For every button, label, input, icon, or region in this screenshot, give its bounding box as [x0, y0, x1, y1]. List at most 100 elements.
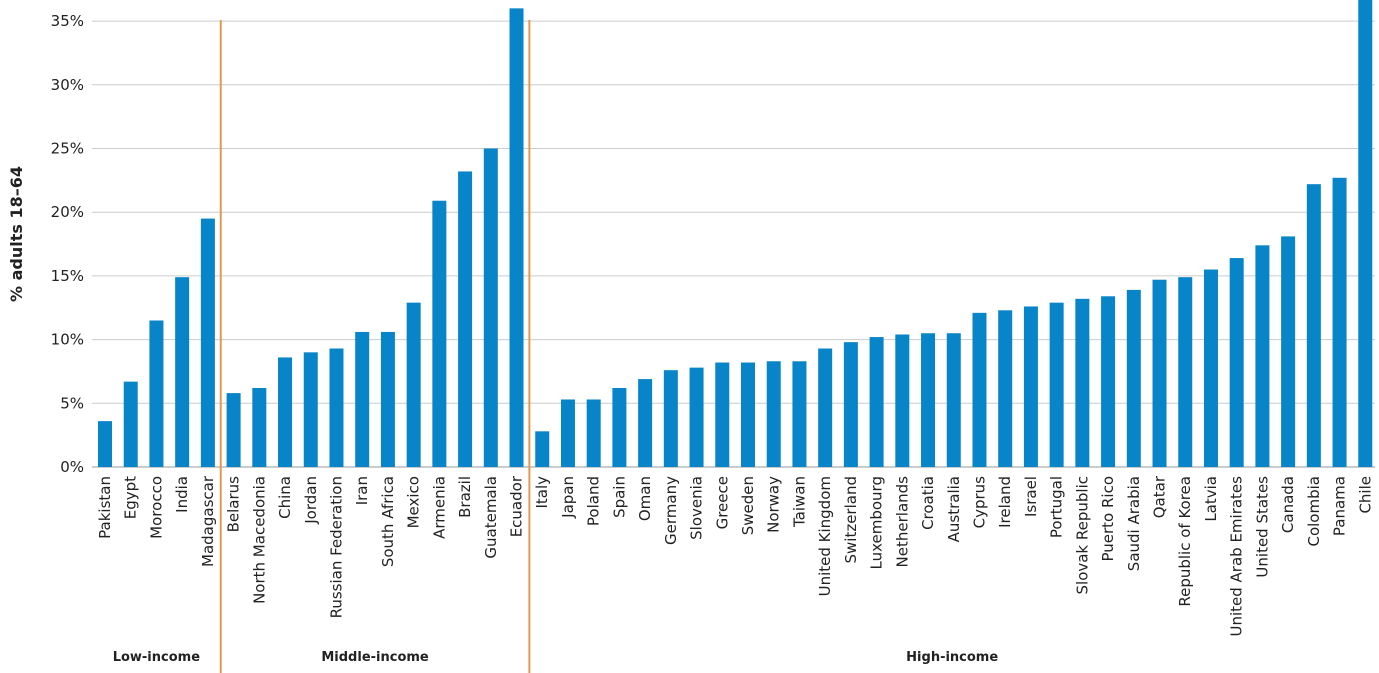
bar: [741, 362, 755, 467]
y-axis-title: % adults 18–64: [7, 166, 26, 302]
bar: [612, 388, 627, 467]
bar: [560, 399, 575, 467]
x-tick-label: Taiwan: [790, 476, 808, 528]
group-label: Middle-income: [321, 650, 429, 665]
x-tick-label: Latvia: [1202, 476, 1220, 522]
x-tick-label: Australia: [945, 476, 963, 542]
bar: [663, 370, 678, 467]
bar: [1255, 245, 1270, 467]
x-tick-label: Croatia: [919, 476, 937, 530]
bar: [355, 331, 370, 467]
x-tick-label: United States: [1253, 476, 1271, 578]
x-tick-label: Japan: [559, 476, 577, 519]
group-dividers: [219, 20, 531, 673]
x-tick-label: Slovak Republic: [1073, 476, 1091, 595]
bar: [1203, 269, 1218, 467]
x-tick-label: Greece: [713, 476, 731, 529]
bars: [98, 0, 1373, 468]
bar: [303, 352, 318, 467]
x-tick-label: Belarus: [225, 476, 243, 533]
x-tick-label: Guatemala: [482, 476, 500, 559]
bar: [1075, 298, 1090, 467]
x-tick-label: Portugal: [1048, 476, 1066, 538]
x-tick-label: Ecuador: [508, 475, 526, 537]
x-tick-label: Spain: [610, 476, 628, 518]
x-tick-label: Sweden: [739, 476, 757, 535]
x-tick-label: Canada: [1279, 476, 1297, 533]
bar: [1101, 296, 1116, 467]
x-tick-label: Luxembourg: [868, 476, 886, 570]
x-tick-label: India: [173, 476, 191, 513]
group-labels: Low-income Middle-income High-income: [113, 650, 999, 665]
bar: [972, 312, 987, 467]
x-tick-label: North Macedonia: [250, 476, 268, 604]
bar: [689, 367, 704, 467]
bar: [535, 431, 550, 467]
bar: [1281, 236, 1296, 467]
bar: [149, 320, 164, 467]
bar: [895, 334, 910, 467]
group-label: High-income: [906, 650, 998, 665]
x-axis-labels: Pakistan Egypt Morocco India Madagascar Belar…: [96, 475, 1374, 636]
bar: [458, 171, 473, 467]
y-tick-label: 5%: [60, 394, 84, 412]
y-tick-label: 15%: [51, 267, 84, 285]
x-tick-label: Madagascar: [199, 475, 217, 567]
x-tick-label: Slovenia: [688, 476, 706, 540]
y-tick-label: 35%: [51, 12, 84, 30]
x-tick-label: Germany: [662, 476, 680, 545]
x-tick-label: Panama: [1331, 476, 1349, 536]
x-tick-label: Ireland: [996, 476, 1014, 528]
x-tick-label: United Kingdom: [816, 476, 834, 596]
bar: [1023, 306, 1038, 467]
bar: [1178, 277, 1193, 467]
x-tick-label: Russian Federation: [327, 476, 345, 618]
bar: [483, 148, 498, 467]
y-tick-label: 10%: [51, 331, 84, 349]
x-tick-label: Jordan: [302, 476, 320, 525]
bar: [509, 8, 524, 468]
x-tick-label: Cyprus: [970, 476, 988, 529]
bar: [1306, 184, 1321, 467]
x-tick-label: Italy: [533, 476, 551, 509]
bar: [98, 421, 112, 467]
x-tick-label: Chile: [1356, 476, 1374, 514]
x-tick-label: China: [276, 476, 294, 519]
x-tick-label: South Africa: [379, 476, 397, 567]
x-tick-label: Poland: [585, 476, 603, 526]
bar: [329, 348, 344, 467]
bar: [278, 357, 293, 467]
x-tick-label: Colombia: [1305, 476, 1323, 547]
bar: [432, 200, 447, 467]
x-tick-label: Armenia: [430, 476, 448, 539]
x-tick-label: Iran: [353, 476, 371, 505]
x-tick-label: Mexico: [405, 476, 423, 528]
bar: [946, 333, 961, 467]
y-tick-label: 30%: [51, 76, 84, 94]
x-tick-label: Norway: [765, 476, 783, 533]
bar: [226, 393, 241, 467]
group-label: Low-income: [113, 650, 201, 665]
bar: [1358, 0, 1373, 467]
bar: [1126, 289, 1141, 467]
bar: [766, 361, 781, 467]
bar: [998, 310, 1013, 467]
bar: [1049, 302, 1064, 467]
bar: [715, 362, 730, 467]
x-tick-label: Egypt: [122, 476, 140, 519]
bar: [638, 379, 653, 467]
x-tick-label: Qatar: [1151, 475, 1169, 518]
bar: [818, 348, 833, 467]
x-tick-label: Republic of Korea: [1176, 476, 1194, 607]
y-axis-ticks: 0% 5% 10% 15% 20% 25% 30% 35%: [51, 12, 84, 476]
y-tick-label: 0%: [60, 458, 84, 476]
x-tick-label: Pakistan: [96, 476, 114, 539]
bar: [921, 333, 936, 467]
x-tick-label: Israel: [1022, 476, 1040, 517]
y-tick-label: 25%: [51, 140, 84, 158]
x-tick-label: Switzerland: [842, 476, 860, 564]
bar: [792, 361, 807, 467]
bar: [380, 331, 395, 467]
x-tick-label: Puerto Rico: [1099, 476, 1117, 562]
